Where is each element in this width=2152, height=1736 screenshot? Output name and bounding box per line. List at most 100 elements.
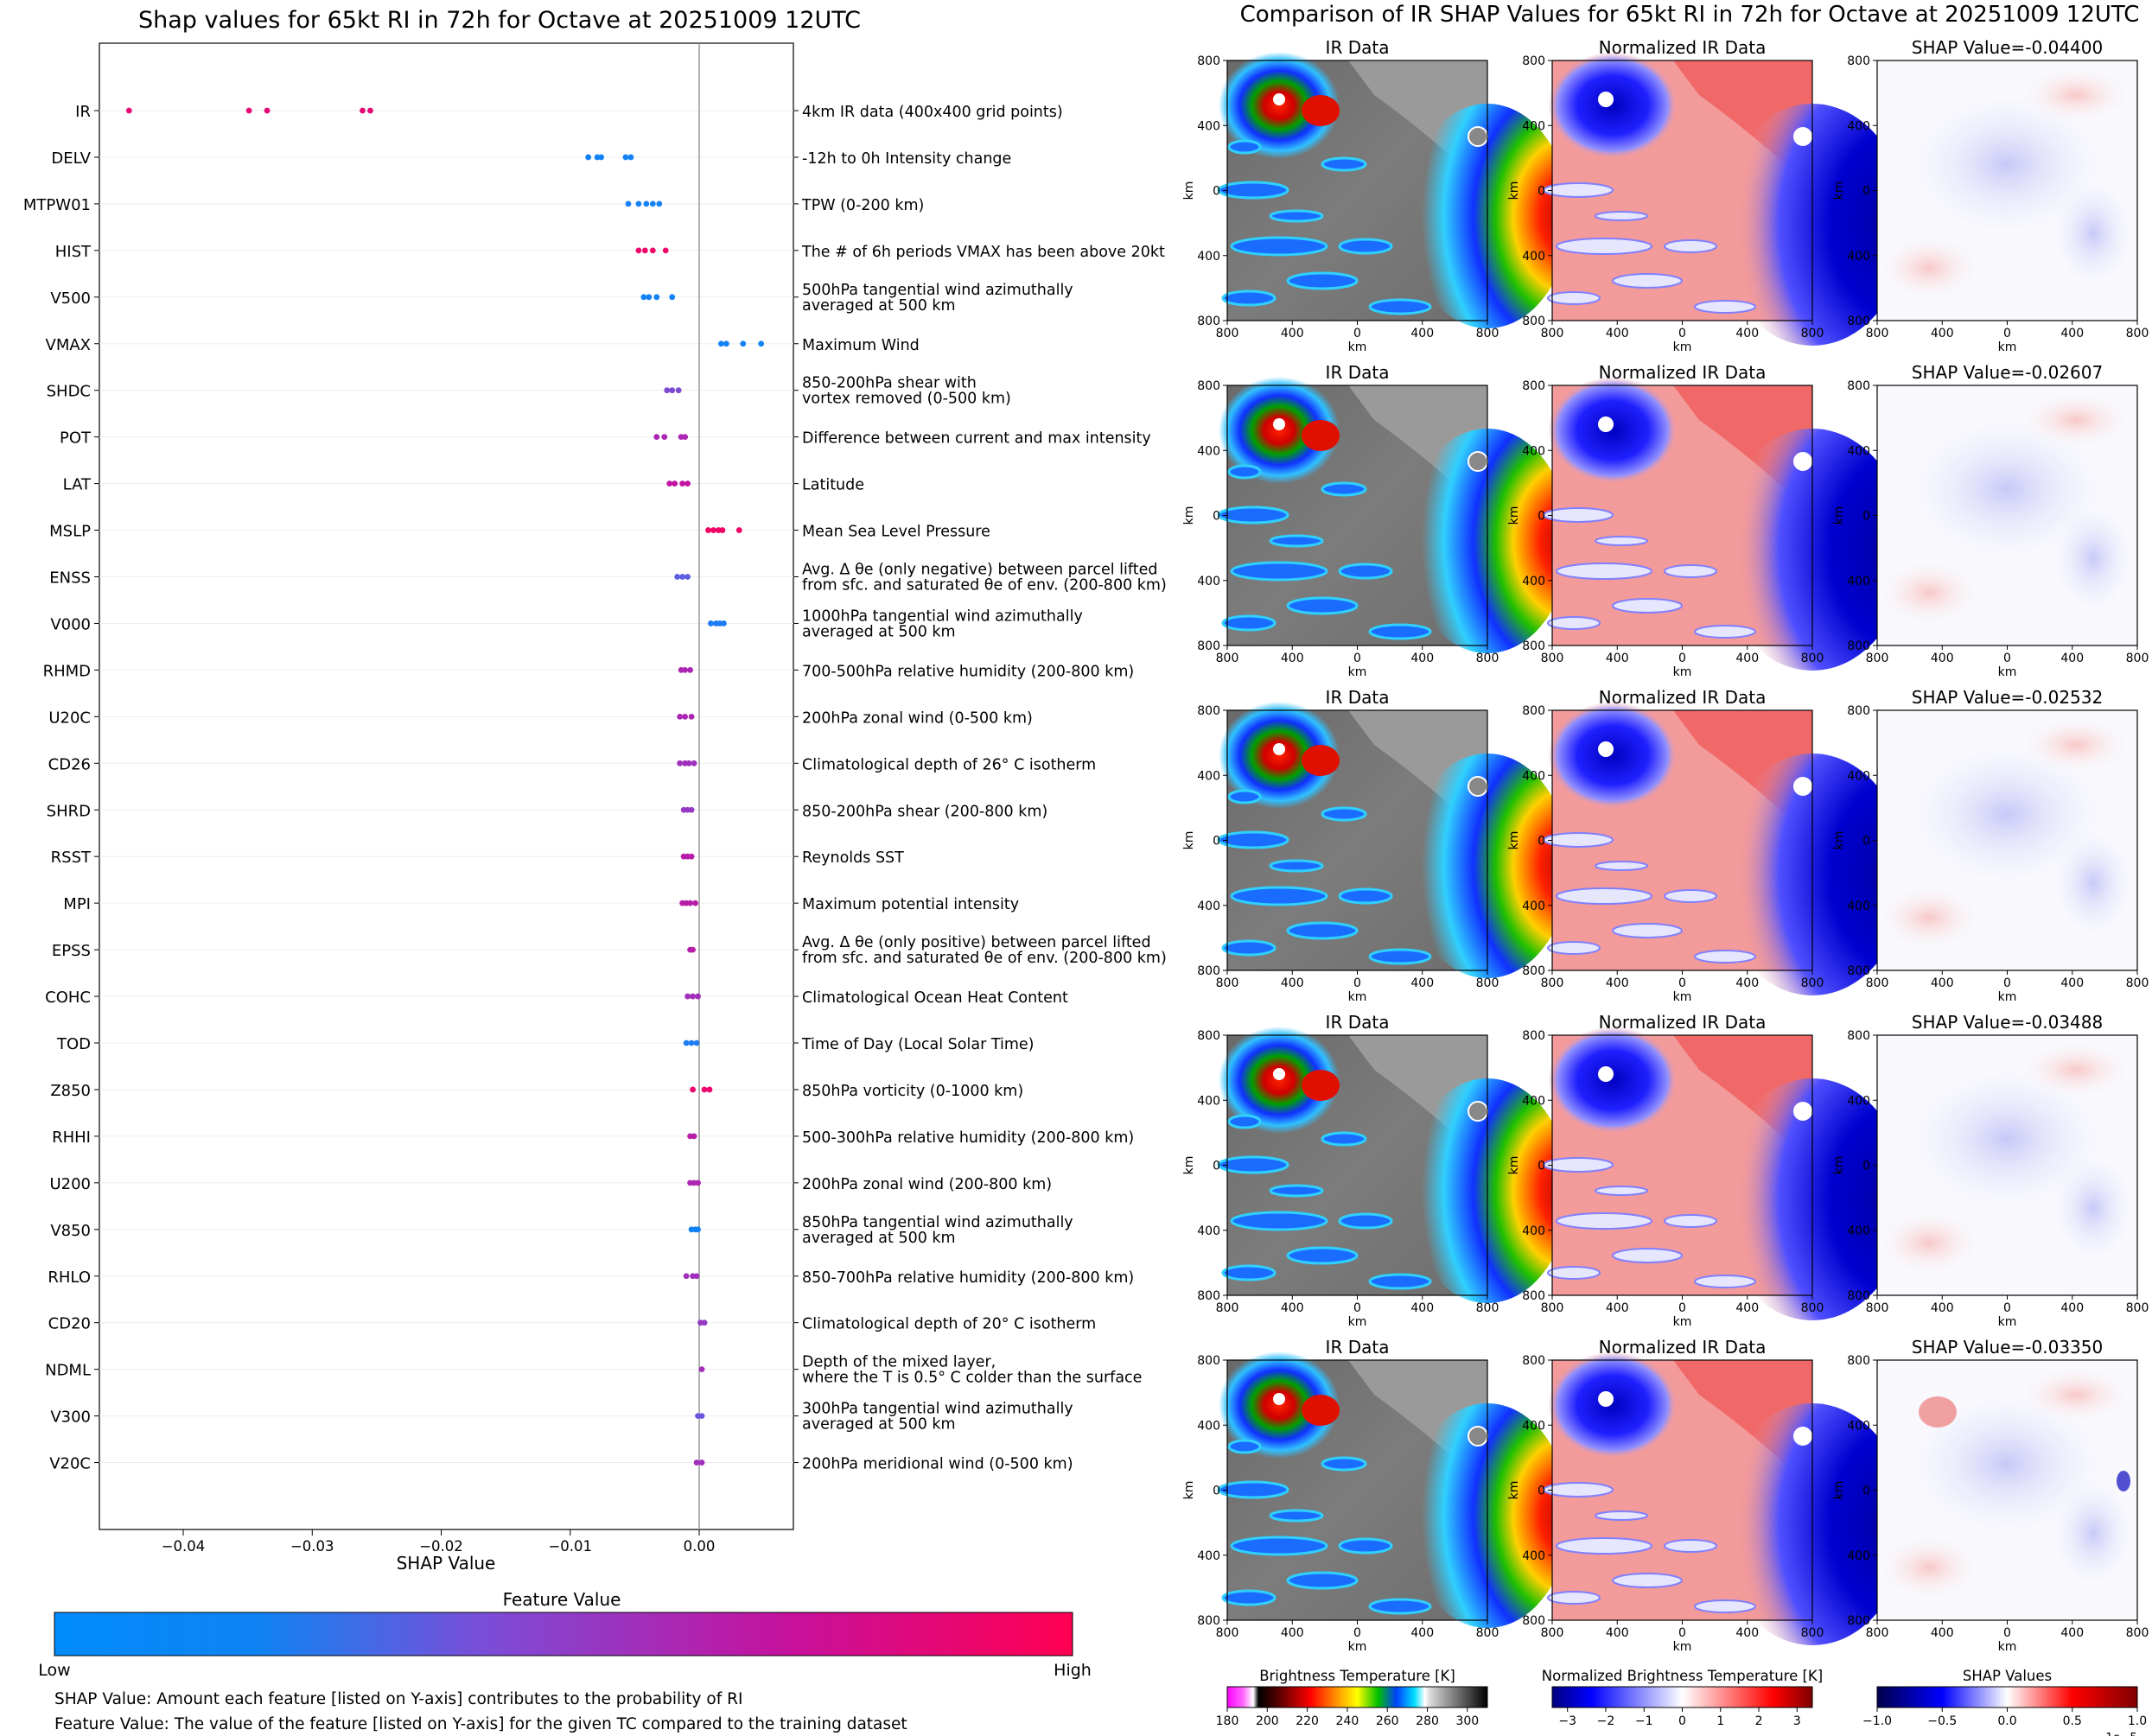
x-axis-unit: km (1998, 990, 2017, 1004)
x-axis-unit: km (1673, 990, 1692, 1004)
x-tick-label: 400 (1410, 1301, 1434, 1315)
y-axis-unit: km (1182, 1481, 1196, 1500)
normalized-cloud (1664, 1214, 1717, 1228)
feature-name-ndml: NDML (45, 1362, 91, 1380)
y-tick-label: 800 (1522, 379, 1545, 393)
x-tick-label: 400 (1281, 976, 1304, 990)
colorbar-tick-label: 2 (1755, 1714, 1763, 1728)
y-tick-label: 400 (1522, 1549, 1545, 1563)
y-axis-unit: km (1832, 506, 1846, 525)
y-tick-label: 400 (1197, 769, 1220, 783)
ir-eye (1273, 1393, 1285, 1405)
feature-value-colorbar (54, 1612, 1073, 1657)
x-tick-label: 800 (1216, 652, 1239, 665)
shap-point-pot (653, 434, 660, 441)
image-title: IR Data (1326, 362, 1390, 383)
normalized-cloud (1612, 1248, 1683, 1263)
x-tick-label: 800 (1541, 1626, 1564, 1640)
ir-convection (1221, 1264, 1277, 1281)
y-tick-label: 800 (1197, 639, 1220, 653)
shap-point-cohc (690, 993, 696, 1000)
y-tick-label: 400 (1522, 575, 1545, 588)
note-feature-value: Feature Value: The value of the feature … (54, 1715, 907, 1733)
y-tick-label: 800 (1847, 379, 1870, 393)
ir-warm-region (1348, 60, 1487, 190)
feature-description-enss: Avg. Δ θe (only negative) between parcel… (802, 562, 1157, 579)
shap-negative-region (1912, 95, 2102, 233)
shap-point-shrd (688, 806, 695, 813)
shap-value-image: SHAP Value=-0.03488800800400400004004008… (1832, 1012, 2149, 1329)
feature-name-rhhi: RHHI (52, 1129, 91, 1147)
feature-description-v20c: 200hPa meridional wind (0-500 km) (802, 1456, 1073, 1473)
ir-convection (1227, 789, 1262, 804)
feature-name-z850: Z850 (50, 1082, 91, 1100)
y-tick-label: 0 (1538, 510, 1545, 524)
x-tick-label: 400 (1281, 1626, 1304, 1640)
normalized-warm-region (1673, 60, 1812, 190)
y-tick-label: 0 (1862, 510, 1870, 524)
feature-name-enss: ENSS (49, 569, 91, 588)
ir-convection (1217, 1155, 1289, 1174)
shap-point-vmax (758, 340, 765, 347)
ir-convection (1286, 596, 1359, 615)
normalized-cloud (1694, 625, 1756, 639)
x-tick-label: 400 (1931, 1626, 1954, 1640)
x-tick-label: 800 (1541, 976, 1564, 990)
ir-convection (1227, 139, 1262, 155)
feature-name-lat: LAT (63, 476, 92, 494)
x-tick-label: 800 (1866, 1301, 1889, 1315)
normalized-cloud (1543, 1482, 1614, 1498)
x-tick-label: 0 (1678, 327, 1686, 340)
normalized-cloud (1543, 832, 1614, 848)
x-tick-label: 400 (1606, 327, 1629, 340)
y-tick-label: 800 (1847, 964, 1870, 978)
feature-name-u200: U200 (49, 1175, 91, 1193)
shap-point-lat (679, 480, 686, 486)
feature-name-delv: DELV (51, 149, 91, 168)
y-tick-label: 800 (1522, 964, 1545, 978)
shap-point-shdc (669, 387, 676, 394)
brightness-temperature-colorbar: Brightness Temperature [K] 180 200 220 240 26… (1216, 1668, 1488, 1728)
y-tick-label: 400 (1847, 769, 1870, 783)
y-tick-label: 0 (1538, 835, 1545, 849)
image-grid: IR Data80080040040000400400800800kmkmNor… (1182, 37, 2149, 1654)
x-tick-label: 800 (1541, 327, 1564, 340)
y-tick-label: 800 (1522, 54, 1545, 68)
shap-point-mslp (705, 527, 711, 533)
shap-point-rhlo (683, 1273, 690, 1280)
y-axis-unit: km (1182, 1156, 1196, 1175)
shap-negative-region (2054, 1156, 2132, 1260)
shap-point-cohc (684, 993, 691, 1000)
feature-name-mslp: MSLP (49, 523, 91, 541)
feature-description-v850: averaged at 500 km (802, 1230, 956, 1247)
colorbar-tick-label: 0 (1678, 1714, 1686, 1728)
shap-values-colorbar: SHAP Values −1.0 −0.5 0.0 0.5 1.0 1e−5 (1862, 1668, 2147, 1736)
x-tick-label: 800 (1801, 1626, 1824, 1640)
feature-description-v300: averaged at 500 km (802, 1416, 956, 1434)
x-tick-label: 800 (1216, 1301, 1239, 1315)
y-tick-label: 400 (1197, 119, 1220, 133)
image-row-5: IR Data80080040040000400400800800kmkmNor… (1182, 1337, 2149, 1654)
x-axis-unit: km (1673, 1315, 1692, 1329)
x-tick-label: 800 (1216, 976, 1239, 990)
feature-description-pot: Difference between current and max inten… (802, 430, 1151, 448)
ir-eye (1273, 93, 1285, 105)
x-tick-label: 800 (1476, 1626, 1499, 1640)
x-tick-label: 800 (1541, 652, 1564, 665)
ir-storm-eye (1468, 126, 1488, 147)
shap-point-cd26 (685, 760, 692, 766)
x-axis-unit: km (1348, 665, 1367, 679)
x-tick-label: 800 (1801, 652, 1824, 665)
shap-negative-region (2054, 506, 2132, 610)
ir-convection (1338, 1212, 1393, 1230)
ir-convection (1338, 1537, 1393, 1555)
feature-description-rhhi: 500-300hPa relative humidity (200-800 km… (802, 1129, 1134, 1147)
shap-point-vmax (723, 340, 729, 347)
normalized-ir-image: Normalized IR Data8008004004000040040080… (1507, 1337, 1907, 1654)
x-tick-label: 0 (2003, 1626, 2011, 1640)
y-tick-label: 0 (1213, 835, 1220, 849)
x-tick-label: 400 (1281, 1301, 1304, 1315)
feature-description-z850: 850hPa vorticity (0-1000 km) (802, 1083, 1023, 1100)
feature-description-vmax: Maximum Wind (802, 337, 920, 354)
